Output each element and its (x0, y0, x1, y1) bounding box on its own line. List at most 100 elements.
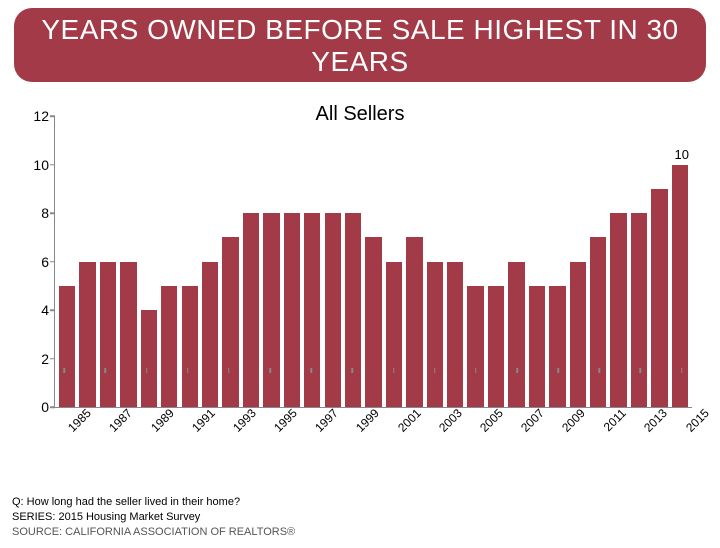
x-tick-mark (640, 368, 642, 373)
x-label-slot (280, 406, 301, 456)
x-tick-mark (269, 368, 271, 373)
bar (508, 262, 524, 408)
bar (263, 213, 279, 407)
bar-slot (384, 116, 404, 407)
bar (141, 310, 157, 407)
x-label-slot (527, 406, 548, 456)
bar (202, 262, 218, 408)
x-label-slot: 1985 (54, 406, 75, 456)
y-tick-mark (50, 261, 55, 263)
x-label-slot: 1991 (177, 406, 198, 456)
y-tick-label: 6 (27, 254, 49, 270)
x-label-slot: 2011 (589, 406, 610, 456)
x-tick-mark (681, 368, 683, 373)
x-label-slot: 1993 (219, 406, 240, 456)
bar (529, 286, 545, 407)
bar (406, 237, 422, 407)
bar (222, 237, 238, 407)
bar-slot (282, 116, 302, 407)
bar (651, 189, 667, 407)
y-tick-label: 4 (27, 302, 49, 318)
x-label-slot (568, 406, 589, 456)
bar-slot (322, 116, 342, 407)
bar (284, 213, 300, 407)
bar (549, 286, 565, 407)
bar-slot (180, 116, 200, 407)
y-tick-mark (50, 115, 55, 117)
y-tick-mark (50, 164, 55, 166)
x-label-slot: 2009 (548, 406, 569, 456)
footer-series: SERIES: 2015 Housing Market Survey (12, 510, 295, 525)
bar-slot (98, 116, 118, 407)
x-tick-mark (228, 368, 230, 373)
bar-slot (568, 116, 588, 407)
bar-slot (445, 116, 465, 407)
x-label-slot: 2007 (507, 406, 528, 456)
x-tick-mark (187, 368, 189, 373)
bar-slot (139, 116, 159, 407)
bar (100, 262, 116, 408)
bar (243, 213, 259, 407)
bar (447, 262, 463, 408)
x-label-slot: 1989 (136, 406, 157, 456)
bar-slot (649, 116, 669, 407)
x-label-slot (239, 406, 260, 456)
x-label-slot: 1999 (342, 406, 363, 456)
x-label-slot (363, 406, 384, 456)
bar-slot (629, 116, 649, 407)
bar (631, 213, 647, 407)
x-axis-labels: 1985198719891991199319951997199920012003… (54, 406, 692, 456)
bar (570, 262, 586, 408)
x-label-slot (198, 406, 219, 456)
last-bar-value-label: 10 (674, 147, 688, 162)
x-label-slot (116, 406, 137, 456)
bar-slot (261, 116, 281, 407)
bar-slot (588, 116, 608, 407)
bar-slot (404, 116, 424, 407)
x-label-slot: 1997 (301, 406, 322, 456)
bar-slot (200, 116, 220, 407)
x-tick-mark (146, 368, 148, 373)
x-tick-mark (64, 368, 66, 373)
y-tick-label: 0 (27, 399, 49, 415)
x-label-slot: 1987 (95, 406, 116, 456)
bar-slot (547, 116, 567, 407)
x-tick-label: 2015 (673, 406, 711, 444)
x-tick-mark (516, 368, 518, 373)
bar (79, 262, 95, 408)
bar-slot (118, 116, 138, 407)
y-tick-label: 10 (27, 157, 49, 173)
plot-area: 02468101210 (54, 116, 692, 408)
x-label-slot: 2013 (630, 406, 651, 456)
x-tick-mark (310, 368, 312, 373)
y-tick-label: 8 (27, 205, 49, 221)
x-label-slot (651, 406, 672, 456)
y-tick-label: 2 (27, 351, 49, 367)
footer-source: SOURCE: CALIFORNIA ASSOCIATION OF REALTO… (12, 525, 295, 540)
bar (488, 286, 504, 407)
bar (345, 213, 361, 407)
bar (467, 286, 483, 407)
x-label-slot (445, 406, 466, 456)
bar (304, 213, 320, 407)
bar-slot (527, 116, 547, 407)
bar (182, 286, 198, 407)
y-tick-mark (50, 309, 55, 311)
x-label-slot (404, 406, 425, 456)
bar-slot (486, 116, 506, 407)
footer-notes: Q: How long had the seller lived in thei… (12, 495, 295, 540)
x-label-slot (486, 406, 507, 456)
x-label-slot (610, 406, 631, 456)
bar-slot (241, 116, 261, 407)
x-tick-mark (557, 368, 559, 373)
bar (120, 262, 136, 408)
x-label-slot: 2003 (424, 406, 445, 456)
x-tick-mark (599, 368, 601, 373)
bar-slot (159, 116, 179, 407)
y-tick-mark (50, 358, 55, 360)
bar (325, 213, 341, 407)
bar-slot (302, 116, 322, 407)
bars-container (55, 116, 692, 407)
x-tick-mark (352, 368, 354, 373)
x-tick-mark (434, 368, 436, 373)
